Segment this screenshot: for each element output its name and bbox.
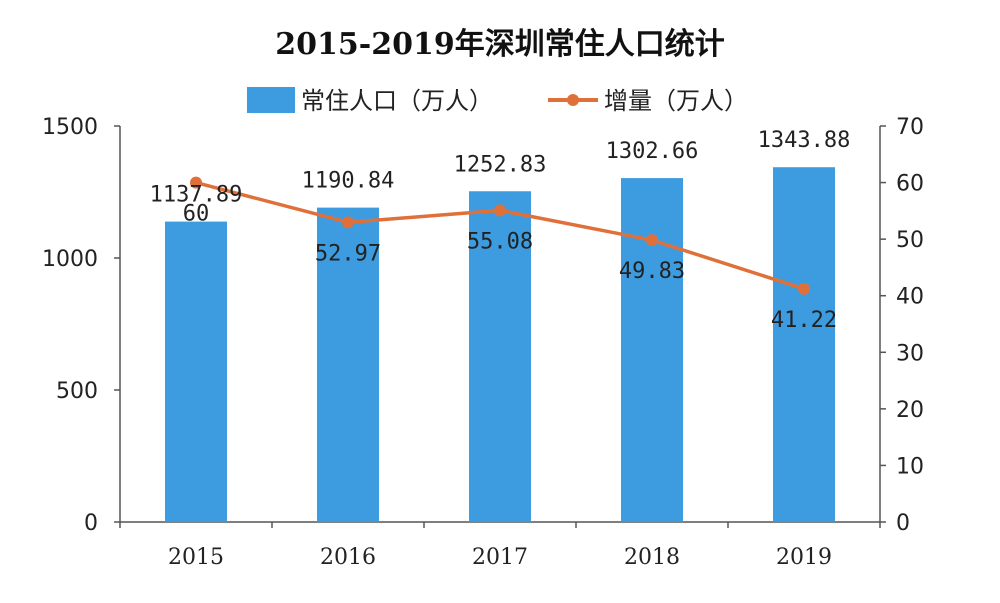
data-labels: 1137.89 1190.84 1252.83 1302.66 1343.88 60 52.… — [150, 128, 851, 333]
line-data-label: 55.08 — [467, 229, 533, 254]
y-right-tick-label: 0 — [896, 511, 910, 536]
line-data-label: 49.83 — [619, 259, 685, 284]
legend-label-increase: 增量（万人） — [604, 87, 748, 115]
axes: 0 500 1000 1500 0 10 20 30 40 50 60 70 2015 2016 2017 2… — [42, 115, 924, 570]
bar-data-label: 1252.83 — [454, 152, 547, 177]
bar-data-label: 1343.88 — [758, 128, 851, 153]
line-point — [190, 176, 202, 189]
y-left-tick-label: 0 — [84, 511, 98, 536]
y-right-tick-label: 70 — [896, 115, 924, 140]
legend: 常住人口（万人） 增量（万人） — [247, 87, 748, 115]
bar-data-label: 1302.66 — [606, 139, 699, 164]
line-data-label: 60 — [183, 202, 210, 227]
y-left-tick-label: 500 — [56, 379, 98, 404]
bar-data-label: 1190.84 — [302, 169, 395, 194]
y-right-tick-label: 30 — [896, 341, 924, 366]
y-right-tick-label: 10 — [896, 454, 924, 479]
bar — [773, 167, 835, 522]
y-right-tick-label: 60 — [896, 172, 924, 197]
x-tick-label: 2018 — [624, 545, 680, 570]
line-point — [646, 234, 658, 247]
legend-label-population: 常住人口（万人） — [301, 87, 493, 115]
legend-marker-increase — [567, 94, 579, 106]
x-tick-label: 2017 — [472, 545, 528, 570]
bar — [621, 178, 683, 522]
y-left-tick-label: 1000 — [42, 247, 98, 272]
line-point — [342, 216, 354, 229]
y-right-tick-label: 50 — [896, 228, 924, 253]
line-series — [190, 176, 810, 295]
legend-swatch-population — [247, 87, 295, 113]
bars — [165, 167, 835, 523]
y-right-tick-label: 20 — [896, 398, 924, 423]
line-point — [494, 204, 506, 217]
line-data-label: 52.97 — [315, 241, 381, 266]
bar — [469, 191, 531, 523]
bar — [165, 221, 227, 522]
x-tick-label: 2019 — [776, 545, 832, 570]
bar — [317, 207, 379, 523]
chart-title: 2015-2019年深圳常住人口统计 — [275, 27, 724, 62]
bar-data-label: 1137.89 — [150, 183, 243, 208]
x-tick-label: 2015 — [168, 545, 224, 570]
line-point — [798, 282, 810, 295]
y-right-tick-label: 40 — [896, 285, 924, 310]
y-left-tick-label: 1500 — [42, 115, 98, 140]
line-data-label: 41.22 — [771, 308, 837, 333]
x-tick-label: 2016 — [320, 545, 376, 570]
